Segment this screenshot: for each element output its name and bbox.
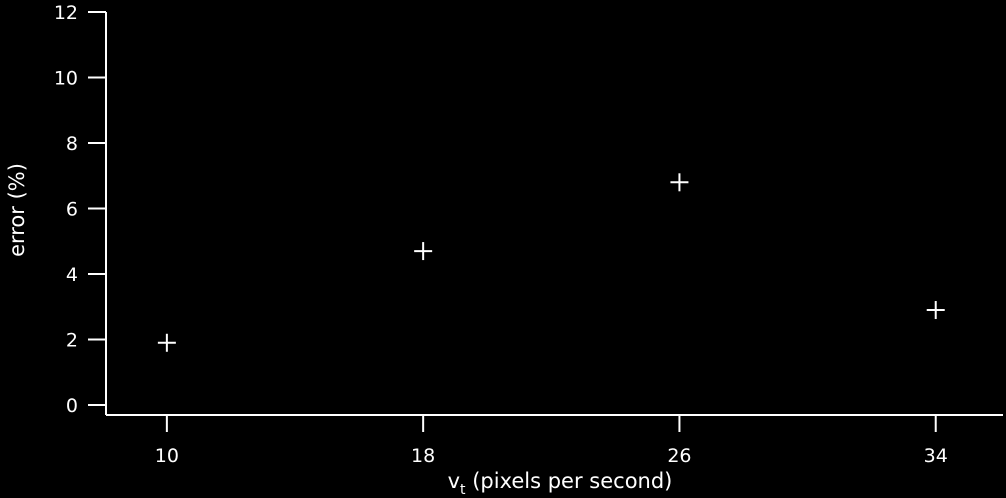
x-tick-label: 18 [411, 445, 435, 467]
y-tick-label: 6 [66, 199, 78, 221]
data-points [157, 173, 945, 352]
y-axis-title: error (%) [5, 163, 29, 257]
x-axis-title: vt (pixels per second) [448, 469, 673, 498]
data-point [670, 173, 689, 192]
y-tick-label: 12 [54, 2, 78, 24]
y-ticks: 0 2 4 6 8 10 12 [54, 2, 106, 417]
x-tick-label: 34 [924, 445, 948, 467]
x-axis: 10 18 26 34 [106, 414, 1003, 467]
x-ticks: 10 18 26 34 [155, 415, 948, 467]
data-point [157, 333, 176, 352]
data-point [414, 242, 433, 261]
x-axis-title-subscript: t [460, 482, 466, 498]
x-tick-label: 10 [155, 445, 179, 467]
y-tick-label: 0 [66, 395, 78, 417]
y-tick-label: 8 [66, 133, 78, 155]
x-axis-title-main: v [448, 469, 460, 493]
y-tick-label: 2 [66, 330, 78, 352]
x-tick-label: 26 [667, 445, 691, 467]
y-tick-label: 4 [66, 264, 78, 286]
y-tick-label: 10 [54, 68, 78, 90]
data-point [926, 301, 945, 320]
y-axis: 0 2 4 6 8 10 12 [54, 2, 107, 417]
x-axis-title-suffix: (pixels per second) [466, 469, 673, 493]
